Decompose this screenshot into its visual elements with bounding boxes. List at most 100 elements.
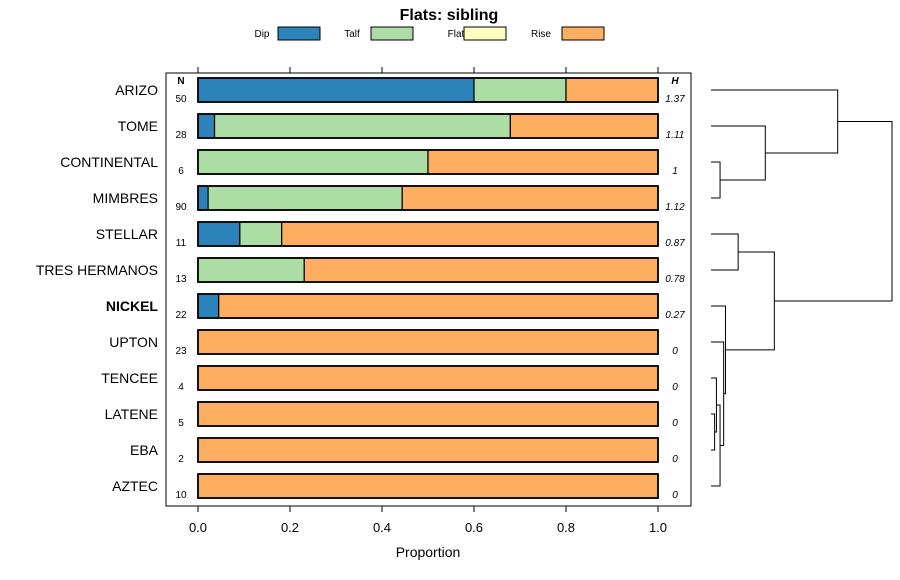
legend-label-dip: Dip <box>254 29 269 40</box>
category-label: MIMBRES <box>93 190 158 206</box>
h-value: 1 <box>672 166 678 177</box>
bar-segment-rise <box>197 401 659 427</box>
dendrogram-link <box>711 341 725 446</box>
h-value: 0 <box>672 454 678 465</box>
category-label: ARIZO <box>115 82 158 98</box>
n-value: 90 <box>175 202 187 213</box>
dendrogram-link <box>711 125 766 181</box>
bar-outline <box>197 221 659 247</box>
bar-segment-talf <box>473 77 567 103</box>
category-label: LATENE <box>105 406 158 422</box>
category-label: TOME <box>118 118 158 134</box>
bar-segment-rise <box>197 329 659 355</box>
bar-segment-rise <box>218 293 659 319</box>
category-label: STELLAR <box>96 226 158 242</box>
bar-segment-dip <box>197 77 475 103</box>
n-header: N <box>177 76 184 87</box>
n-value: 10 <box>175 490 187 501</box>
n-value: 23 <box>175 346 187 357</box>
bar-outline <box>197 365 659 391</box>
bar-segment-rise <box>197 365 659 391</box>
bar-row: UPTON 23 0 <box>109 329 678 357</box>
category-label: EBA <box>130 442 159 458</box>
x-tick-label: 0.4 <box>373 520 391 535</box>
bar-outline <box>197 329 659 355</box>
dendrogram-link <box>711 413 716 451</box>
h-value: 0 <box>672 382 678 393</box>
dendrogram-link <box>711 89 839 154</box>
bar-row: TRES HERMANOS 13 0.78 <box>36 257 685 285</box>
bar-segment-talf <box>239 221 283 247</box>
bar-row: TOME 28 1.11 <box>118 113 685 141</box>
x-axis: 0.0 0.2 0.4 0.6 0.8 1.0 <box>189 67 667 535</box>
bar-outline <box>197 257 659 283</box>
x-tick-label: 0.0 <box>189 520 207 535</box>
bar-segment-talf <box>207 185 403 211</box>
plot-frame <box>165 72 692 507</box>
legend-swatch-flat <box>463 26 507 41</box>
bar-row: EBA 2 0 <box>130 437 678 465</box>
legend-swatch-rise <box>561 26 605 41</box>
h-value: 0 <box>672 418 678 429</box>
x-axis-title: Proportion <box>396 544 461 560</box>
x-tick-label: 0.2 <box>281 520 299 535</box>
bar-outline <box>197 77 659 103</box>
h-value: 0.27 <box>665 310 685 321</box>
bar-segment-dip <box>197 113 216 139</box>
chart-title: Flats: sibling <box>400 7 499 24</box>
bar-segment-rise <box>509 113 659 139</box>
dendrogram-link <box>711 233 739 271</box>
legend: Dip Talf Flat Rise <box>254 26 605 41</box>
bar-segment-rise <box>197 473 659 499</box>
x-tick-label: 0.6 <box>465 520 483 535</box>
bar-outline <box>197 113 659 139</box>
legend-label-flat: Flat <box>448 29 465 40</box>
bar-row: NICKEL 22 0.27 <box>106 293 685 321</box>
bar-segment-rise <box>565 77 659 103</box>
bar-segment-talf <box>197 149 429 175</box>
bar-segment-rise <box>303 257 659 283</box>
n-value: 4 <box>178 382 184 393</box>
dendrogram-link <box>711 161 721 199</box>
bar-row: MIMBRES 90 1.12 <box>93 185 685 213</box>
category-label: NICKEL <box>106 298 159 314</box>
category-label: CONTINENTAL <box>60 154 158 170</box>
bar-outline <box>197 293 659 319</box>
bar-segment-rise <box>401 185 659 211</box>
dendrogram-link <box>711 377 717 433</box>
h-value: 0.87 <box>665 238 685 249</box>
dendrogram-link <box>711 404 721 487</box>
bar-outline <box>197 473 659 499</box>
bar-segment-talf <box>213 113 511 139</box>
x-tick-label: 1.0 <box>649 520 667 535</box>
bar-segment-rise <box>197 437 659 463</box>
h-value: 1.11 <box>666 130 685 141</box>
category-label: TENCEE <box>101 370 158 386</box>
category-label: UPTON <box>109 334 158 350</box>
bar-row: TENCEE 4 0 <box>101 365 678 393</box>
bar-row: ARIZO 50 1.37 <box>115 77 685 105</box>
n-value: 13 <box>175 274 187 285</box>
bar-row: STELLAR 11 0.87 <box>96 221 685 249</box>
h-value: 0 <box>672 490 678 501</box>
bar-outline <box>197 401 659 427</box>
n-value: 11 <box>176 238 187 249</box>
n-value: 5 <box>178 418 184 429</box>
dendrogram <box>711 89 893 487</box>
bar-row: AZTEC 10 0 <box>112 473 678 501</box>
n-value: 6 <box>178 166 184 177</box>
h-value: 1.12 <box>665 202 685 213</box>
n-value: 2 <box>178 454 184 465</box>
bar-segment-rise <box>281 221 659 247</box>
h-header: H <box>671 76 679 87</box>
legend-label-talf: Talf <box>344 29 360 40</box>
bar-segment-dip <box>197 221 241 247</box>
n-value: 28 <box>175 130 187 141</box>
x-tick-label: 0.8 <box>557 520 575 535</box>
bar-outline <box>197 149 659 175</box>
category-label: TRES HERMANOS <box>36 262 158 278</box>
dendrogram-link <box>774 121 893 302</box>
legend-label-rise: Rise <box>531 29 551 40</box>
bar-segment-talf <box>197 257 305 283</box>
